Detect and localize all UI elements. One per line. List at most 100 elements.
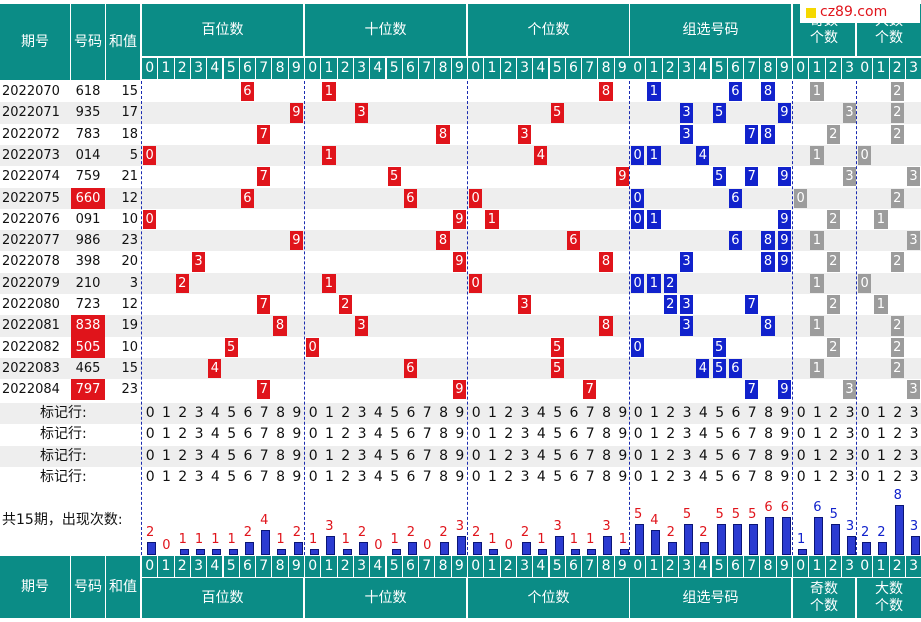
sum-cell: 10 — [121, 339, 138, 355]
digit-header-bottom-group-3: 3 — [678, 556, 695, 577]
marker-digit: 1 — [812, 404, 822, 421]
digit-header-bottom-units-8: 8 — [598, 556, 614, 577]
issue-cell: 2022070 — [2, 84, 60, 99]
marker-digit: 3 — [194, 447, 204, 464]
marker-digit: 3 — [682, 404, 692, 421]
marker-label: 标记行: — [40, 469, 87, 485]
group-mark: 9 — [777, 209, 791, 230]
hundreds-mark: 6 — [240, 188, 255, 208]
big-mark: 2 — [890, 188, 904, 208]
odd-mark: 0 — [794, 188, 808, 208]
big-mark: 2 — [890, 103, 904, 123]
count-label-odd: 1 — [797, 531, 806, 547]
digit-header-bottom-tens-0: 0 — [305, 556, 321, 577]
number-cell: 759 — [75, 169, 101, 185]
marker-digit: 1 — [487, 469, 497, 485]
marker-digit: 7 — [585, 447, 595, 464]
marker-digit: 3 — [520, 404, 530, 421]
marker-digit: 9 — [455, 447, 465, 464]
count-bar — [326, 536, 336, 555]
marker-digit: 0 — [633, 404, 643, 421]
digit-header-top-odd-0: 0 — [793, 58, 809, 79]
marker-digit: 5 — [227, 404, 237, 421]
sum-cell: 17 — [121, 105, 138, 121]
sum-cell: 18 — [121, 126, 138, 142]
big-mark: 1 — [874, 209, 888, 230]
group-mark: 8 — [761, 231, 775, 251]
count-bar — [878, 542, 888, 555]
marker-digit: 2 — [341, 426, 351, 442]
marker-digit: 2 — [178, 426, 188, 442]
marker-digit: 2 — [666, 469, 676, 485]
units-mark: 5 — [550, 103, 564, 123]
count-label-group: 5 — [682, 506, 692, 522]
digit-header-bottom-big-1: 1 — [873, 556, 889, 577]
marker-digit: 5 — [553, 426, 563, 442]
hundreds-mark: 7 — [257, 380, 271, 400]
digit-header-bottom-tens-9: 9 — [451, 556, 467, 577]
group-mark: 6 — [728, 82, 743, 102]
count-label-hundreds: 1 — [194, 531, 204, 547]
marker-digit: 6 — [243, 404, 253, 421]
marker-digit: 7 — [422, 404, 432, 421]
odd-mark: 2 — [826, 295, 840, 315]
hundreds-mark: 9 — [289, 231, 303, 251]
marker-digit: 6 — [406, 404, 416, 421]
big-mark: 3 — [906, 380, 921, 400]
tens-mark: 9 — [452, 209, 466, 230]
section-divider — [141, 81, 142, 555]
big-mark: 2 — [890, 316, 904, 336]
count-bar — [244, 542, 254, 555]
marker-digit: 3 — [357, 426, 367, 442]
count-bar — [749, 523, 759, 555]
group-mark: 6 — [728, 358, 743, 379]
count-label-group: 5 — [748, 506, 757, 522]
digit-header-top-group-7: 7 — [744, 58, 760, 79]
marker-digit: 8 — [276, 469, 285, 485]
digit-header-bottom-units-9: 9 — [614, 556, 630, 577]
digit-header-top-group-2: 2 — [662, 58, 678, 79]
marker-digit: 9 — [618, 404, 628, 421]
hundreds-mark: 7 — [257, 124, 271, 144]
count-label-group: 6 — [764, 500, 773, 516]
marker-digit: 5 — [553, 469, 563, 485]
marker-digit: 7 — [585, 404, 595, 421]
marker-digit: 3 — [682, 426, 692, 442]
units-mark: 3 — [517, 295, 532, 315]
digit-header-bottom-odd-2: 2 — [825, 556, 841, 577]
digit-header-bottom-tens-3: 3 — [353, 556, 370, 577]
digit-header-bottom-tens-7: 7 — [419, 556, 435, 577]
header-issue: 期号 — [0, 4, 70, 80]
group-mark: 3 — [679, 103, 694, 123]
marker-digit: 9 — [780, 469, 790, 485]
marker-digit: 5 — [390, 404, 400, 421]
marker-digit: 6 — [406, 469, 416, 485]
digit-header-bottom-hundreds-8: 8 — [272, 556, 288, 577]
marker-digit: 8 — [439, 447, 448, 464]
count-label-units: 0 — [504, 538, 513, 553]
number-cell: 797 — [71, 379, 105, 401]
number-cell: 014 — [75, 147, 101, 163]
number-cell: 618 — [75, 84, 101, 99]
marker-digit: 0 — [796, 447, 806, 464]
big-mark: 2 — [890, 124, 904, 144]
digit-header-bottom-group-6: 6 — [727, 556, 744, 577]
count-label-units: 1 — [586, 531, 595, 547]
marker-digit: 7 — [259, 447, 269, 464]
digit-header-top-hundreds-9: 9 — [288, 58, 304, 79]
marker-digit: 2 — [829, 404, 839, 421]
marker-digit: 8 — [276, 426, 285, 442]
count-label-group: 2 — [666, 525, 675, 541]
group-mark: 5 — [712, 337, 726, 357]
marker-digit: 3 — [845, 447, 855, 464]
marker-digit: 0 — [308, 426, 318, 442]
header-group: 组选号码 — [630, 4, 791, 56]
digit-header-top-units-9: 9 — [614, 58, 630, 79]
marker-digit: 6 — [406, 426, 416, 442]
digit-header-bottom-hundreds-1: 1 — [158, 556, 174, 577]
digit-header-top-units-7: 7 — [582, 58, 598, 79]
odd-mark: 1 — [810, 316, 824, 336]
marker-digit: 7 — [422, 469, 432, 485]
marker-digit: 8 — [439, 404, 448, 421]
